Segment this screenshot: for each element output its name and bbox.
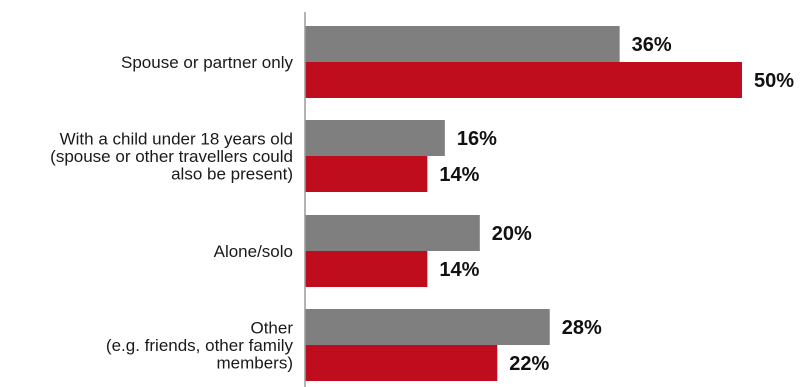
value-label-1-series-0: 16% xyxy=(457,128,497,150)
value-label-3-series-1: 22% xyxy=(509,353,549,375)
category-label-1: With a child under 18 years old (spouse o… xyxy=(50,130,293,184)
value-label-2-series-0: 20% xyxy=(492,223,532,245)
bar-3-series-1 xyxy=(305,345,497,381)
value-label-1-series-1: 14% xyxy=(439,164,479,186)
bar-1-series-0 xyxy=(305,120,445,156)
category-label-line: (e.g. friends, other family xyxy=(106,336,294,355)
category-label-line: also be present) xyxy=(171,165,293,184)
value-label-0-series-1: 50% xyxy=(754,70,794,92)
bar-0-series-1 xyxy=(305,62,742,98)
category-label-line: With a child under 18 years old xyxy=(60,130,293,149)
bar-2-series-0 xyxy=(305,215,480,251)
bars-group xyxy=(305,26,742,381)
bar-1-series-1 xyxy=(305,156,427,192)
category-label-2: Alone/solo xyxy=(214,242,293,261)
category-label-line: Spouse or partner only xyxy=(121,53,293,72)
bar-3-series-0 xyxy=(305,309,550,345)
value-label-0-series-0: 36% xyxy=(632,34,672,56)
value-label-3-series-0: 28% xyxy=(562,317,602,339)
bar-2-series-1 xyxy=(305,251,427,287)
category-labels: Spouse or partner only With a child under… xyxy=(50,53,293,373)
category-label-line: members) xyxy=(216,354,293,373)
category-label-line: Alone/solo xyxy=(214,242,293,261)
category-label-0: Spouse or partner only xyxy=(121,53,293,72)
category-label-line: (spouse or other travellers could xyxy=(50,147,293,166)
category-label-line: Other xyxy=(250,319,293,338)
value-label-2-series-1: 14% xyxy=(439,259,479,281)
bar-0-series-0 xyxy=(305,26,620,62)
category-label-3: Other (e.g. friends, other family members) xyxy=(106,319,294,373)
